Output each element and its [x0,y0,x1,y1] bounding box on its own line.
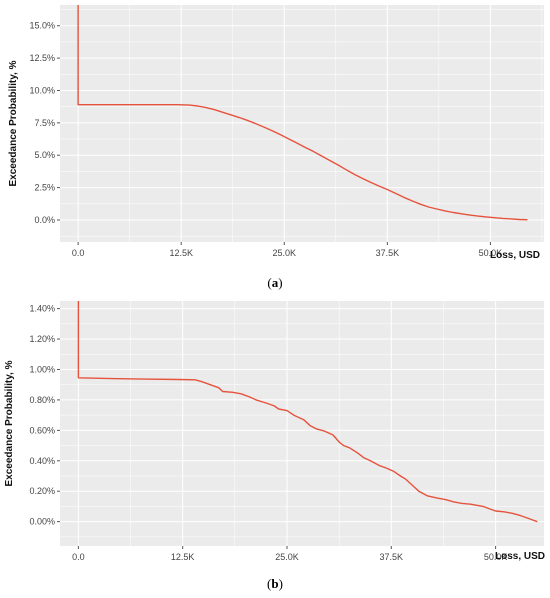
y-tick-label: 0.0% [34,215,55,225]
y-tick-label: 5.0% [34,150,55,160]
x-tick-label: 12.5K [169,248,193,258]
x-tick-label: 37.5K [376,248,400,258]
y-tick-label: 10.0% [29,85,55,95]
y-tick-label: 0.40% [29,456,55,466]
plot-panel [60,301,544,546]
x-tick-label: 50.0K [484,552,508,562]
panel-caption: (b) [267,576,283,591]
y-tick-label: 1.20% [29,334,55,344]
panel-caption: (a) [267,275,282,290]
x-tick-label: 12.5K [171,552,195,562]
y-axis-title: Exceedance Probability, % [4,360,15,486]
x-tick-label: 25.0K [275,552,299,562]
y-tick-label: 0.80% [29,395,55,405]
series-line [77,5,528,221]
panel-caption-letter: a [272,275,279,290]
y-tick-label: 12.5% [29,53,55,63]
panel-caption-letter: b [271,576,278,591]
y-tick-label: 0.60% [29,425,55,435]
y-tick-label: 0.00% [29,517,55,527]
x-axis-title: Loss, USD [490,250,540,261]
y-tick-label: 1.00% [29,364,55,374]
y-tick-label: 1.40% [29,304,55,314]
series-line [77,301,538,523]
plot-panel [60,5,544,242]
x-tick-label: 0.0 [72,552,85,562]
x-tick-label: 25.0K [273,248,297,258]
y-tick-label: 7.5% [34,118,55,128]
y-tick-label: 0.20% [29,486,55,496]
x-tick-label: 50.0K [479,248,503,258]
chart-a: 0.0 12.5K 25.0K 37.5K 50.0K 0.0% 2.5% 5.0% 7.5% 1… [8,5,544,290]
y-axis-title: Exceedance Probability, % [8,60,19,186]
y-tick-label: 15.0% [29,21,55,31]
x-axis-title: Loss, USD [495,551,545,562]
x-tick-label: 0.0 [72,248,85,258]
y-tick-label: 2.5% [34,183,55,193]
x-tick-label: 37.5K [380,552,404,562]
chart-b: 0.0 12.5K 25.0K 37.5K 50.0K 0.00% 0.20% 0.40% 0.… [4,301,545,591]
